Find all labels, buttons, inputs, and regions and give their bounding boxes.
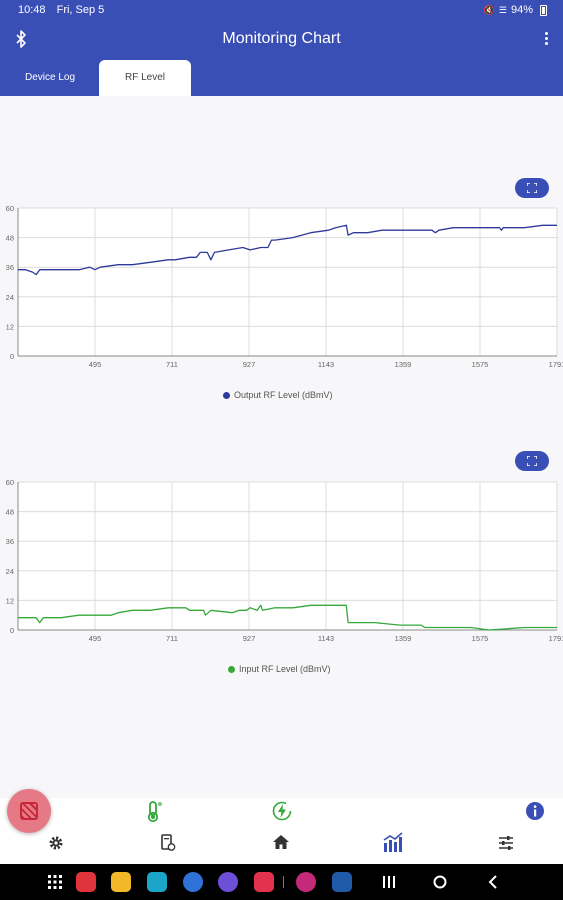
y-tick-label: 12 (6, 322, 14, 331)
chart-content: 0 12 24 36 48 60 495 711 927 1143 1359 1575 1791 Out… (0, 96, 563, 796)
page-title: Monitoring Chart (222, 30, 341, 47)
x-tick-label: 1791 (549, 360, 563, 369)
output-legend-dot (223, 391, 230, 399)
plot-area (18, 482, 557, 630)
back-icon[interactable] (487, 875, 499, 889)
x-tick-label: 495 (89, 360, 102, 369)
x-tick-label: 1791 (549, 634, 563, 643)
battery-icon (540, 4, 547, 16)
status-bar: 10:48 Fri, Sep 5 🔇 ☰ 94% (0, 0, 563, 20)
tab-rf-level[interactable]: RF Level (99, 60, 191, 96)
y-tick-label: 0 (10, 352, 14, 361)
chart-icon[interactable] (382, 832, 404, 854)
output-legend-label: Output RF Level (dBmV) (234, 390, 333, 400)
calendar-app-icon[interactable] (147, 872, 167, 892)
x-tick-label: 1359 (395, 360, 412, 369)
y-tick-label: 60 (6, 204, 14, 213)
fullscreen-icon (527, 183, 537, 193)
camera-app-icon[interactable] (254, 872, 274, 892)
x-tick-label: 711 (166, 360, 178, 369)
y-tick-label: 24 (6, 293, 14, 302)
fullscreen-button-input[interactable] (515, 451, 549, 471)
x-tick-label: 1575 (472, 360, 489, 369)
settings-icon[interactable] (48, 835, 64, 851)
series-line-0 (18, 224, 557, 276)
connection-status-fab[interactable] (7, 789, 51, 833)
y-tick-label: 48 (6, 508, 14, 517)
y-tick-label: 24 (6, 567, 14, 576)
mute-icon: 🔇 (483, 4, 495, 15)
y-tick-label: 12 (6, 596, 14, 605)
tab-bar: Device Log RF Level (0, 60, 563, 96)
r-app-icon[interactable] (332, 872, 352, 892)
y-tick-label: 60 (6, 478, 14, 487)
status-battery: 94% (510, 4, 533, 16)
device-sync-icon[interactable] (160, 834, 176, 852)
home-button-icon[interactable] (433, 875, 447, 889)
overflow-menu-icon[interactable] (545, 32, 549, 46)
home-icon[interactable] (272, 834, 290, 850)
app-bar: Monitoring Chart (0, 20, 563, 60)
x-tick-label: 1143 (318, 634, 334, 643)
x-tick-label: 1575 (472, 634, 489, 643)
y-tick-label: 0 (10, 626, 14, 635)
x-tick-label: 927 (243, 360, 256, 369)
dock-divider (283, 876, 284, 888)
power-bolt-icon[interactable] (272, 801, 292, 821)
fullscreen-button-output[interactable] (515, 178, 549, 198)
input-legend-dot (228, 665, 235, 673)
sliders-icon[interactable] (498, 835, 514, 851)
info-icon[interactable] (525, 801, 545, 821)
x-tick-label: 495 (89, 634, 102, 643)
input-legend-label: Input RF Level (dBmV) (239, 664, 331, 674)
x-tick-label: 927 (243, 634, 256, 643)
wifi-icon: ☰ (498, 4, 507, 15)
y-tick-label: 36 (6, 537, 14, 546)
input-legend: Input RF Level (dBmV) (228, 664, 331, 674)
gallery-app-icon[interactable] (296, 872, 316, 892)
disconnected-icon (20, 802, 38, 820)
browser-app-icon[interactable] (218, 872, 238, 892)
y-tick-label: 48 (6, 234, 14, 243)
x-tick-label: 711 (166, 634, 178, 643)
system-nav-bar (0, 864, 563, 900)
files-app-icon[interactable] (111, 872, 131, 892)
series-line-0 (18, 604, 557, 631)
recent-apps-icon[interactable] (382, 875, 396, 889)
output-rf-chart[interactable]: 0 12 24 36 48 60 495 711 927 1143 1359 1575 1791 (0, 202, 563, 382)
flipboard-app-icon[interactable] (76, 872, 96, 892)
plot-area (18, 208, 557, 356)
fullscreen-icon (527, 456, 537, 466)
x-tick-label: 1359 (395, 634, 412, 643)
status-date: Fri, Sep 5 (56, 4, 105, 16)
x-tick-label: 1143 (318, 360, 334, 369)
app-grid-icon[interactable] (48, 875, 62, 889)
input-rf-chart[interactable]: 0 12 24 36 48 60 495 711 927 1143 1359 1575 1791 (0, 476, 563, 656)
bluetooth-icon[interactable] (14, 30, 28, 48)
output-legend: Output RF Level (dBmV) (223, 390, 333, 400)
status-time: 10:48 (18, 4, 46, 16)
messages-app-icon[interactable] (183, 872, 203, 892)
bottom-navigation (0, 798, 563, 864)
thermometer-icon[interactable] (145, 801, 163, 823)
tab-device-log[interactable]: Device Log (24, 72, 76, 83)
y-tick-label: 36 (6, 263, 14, 272)
